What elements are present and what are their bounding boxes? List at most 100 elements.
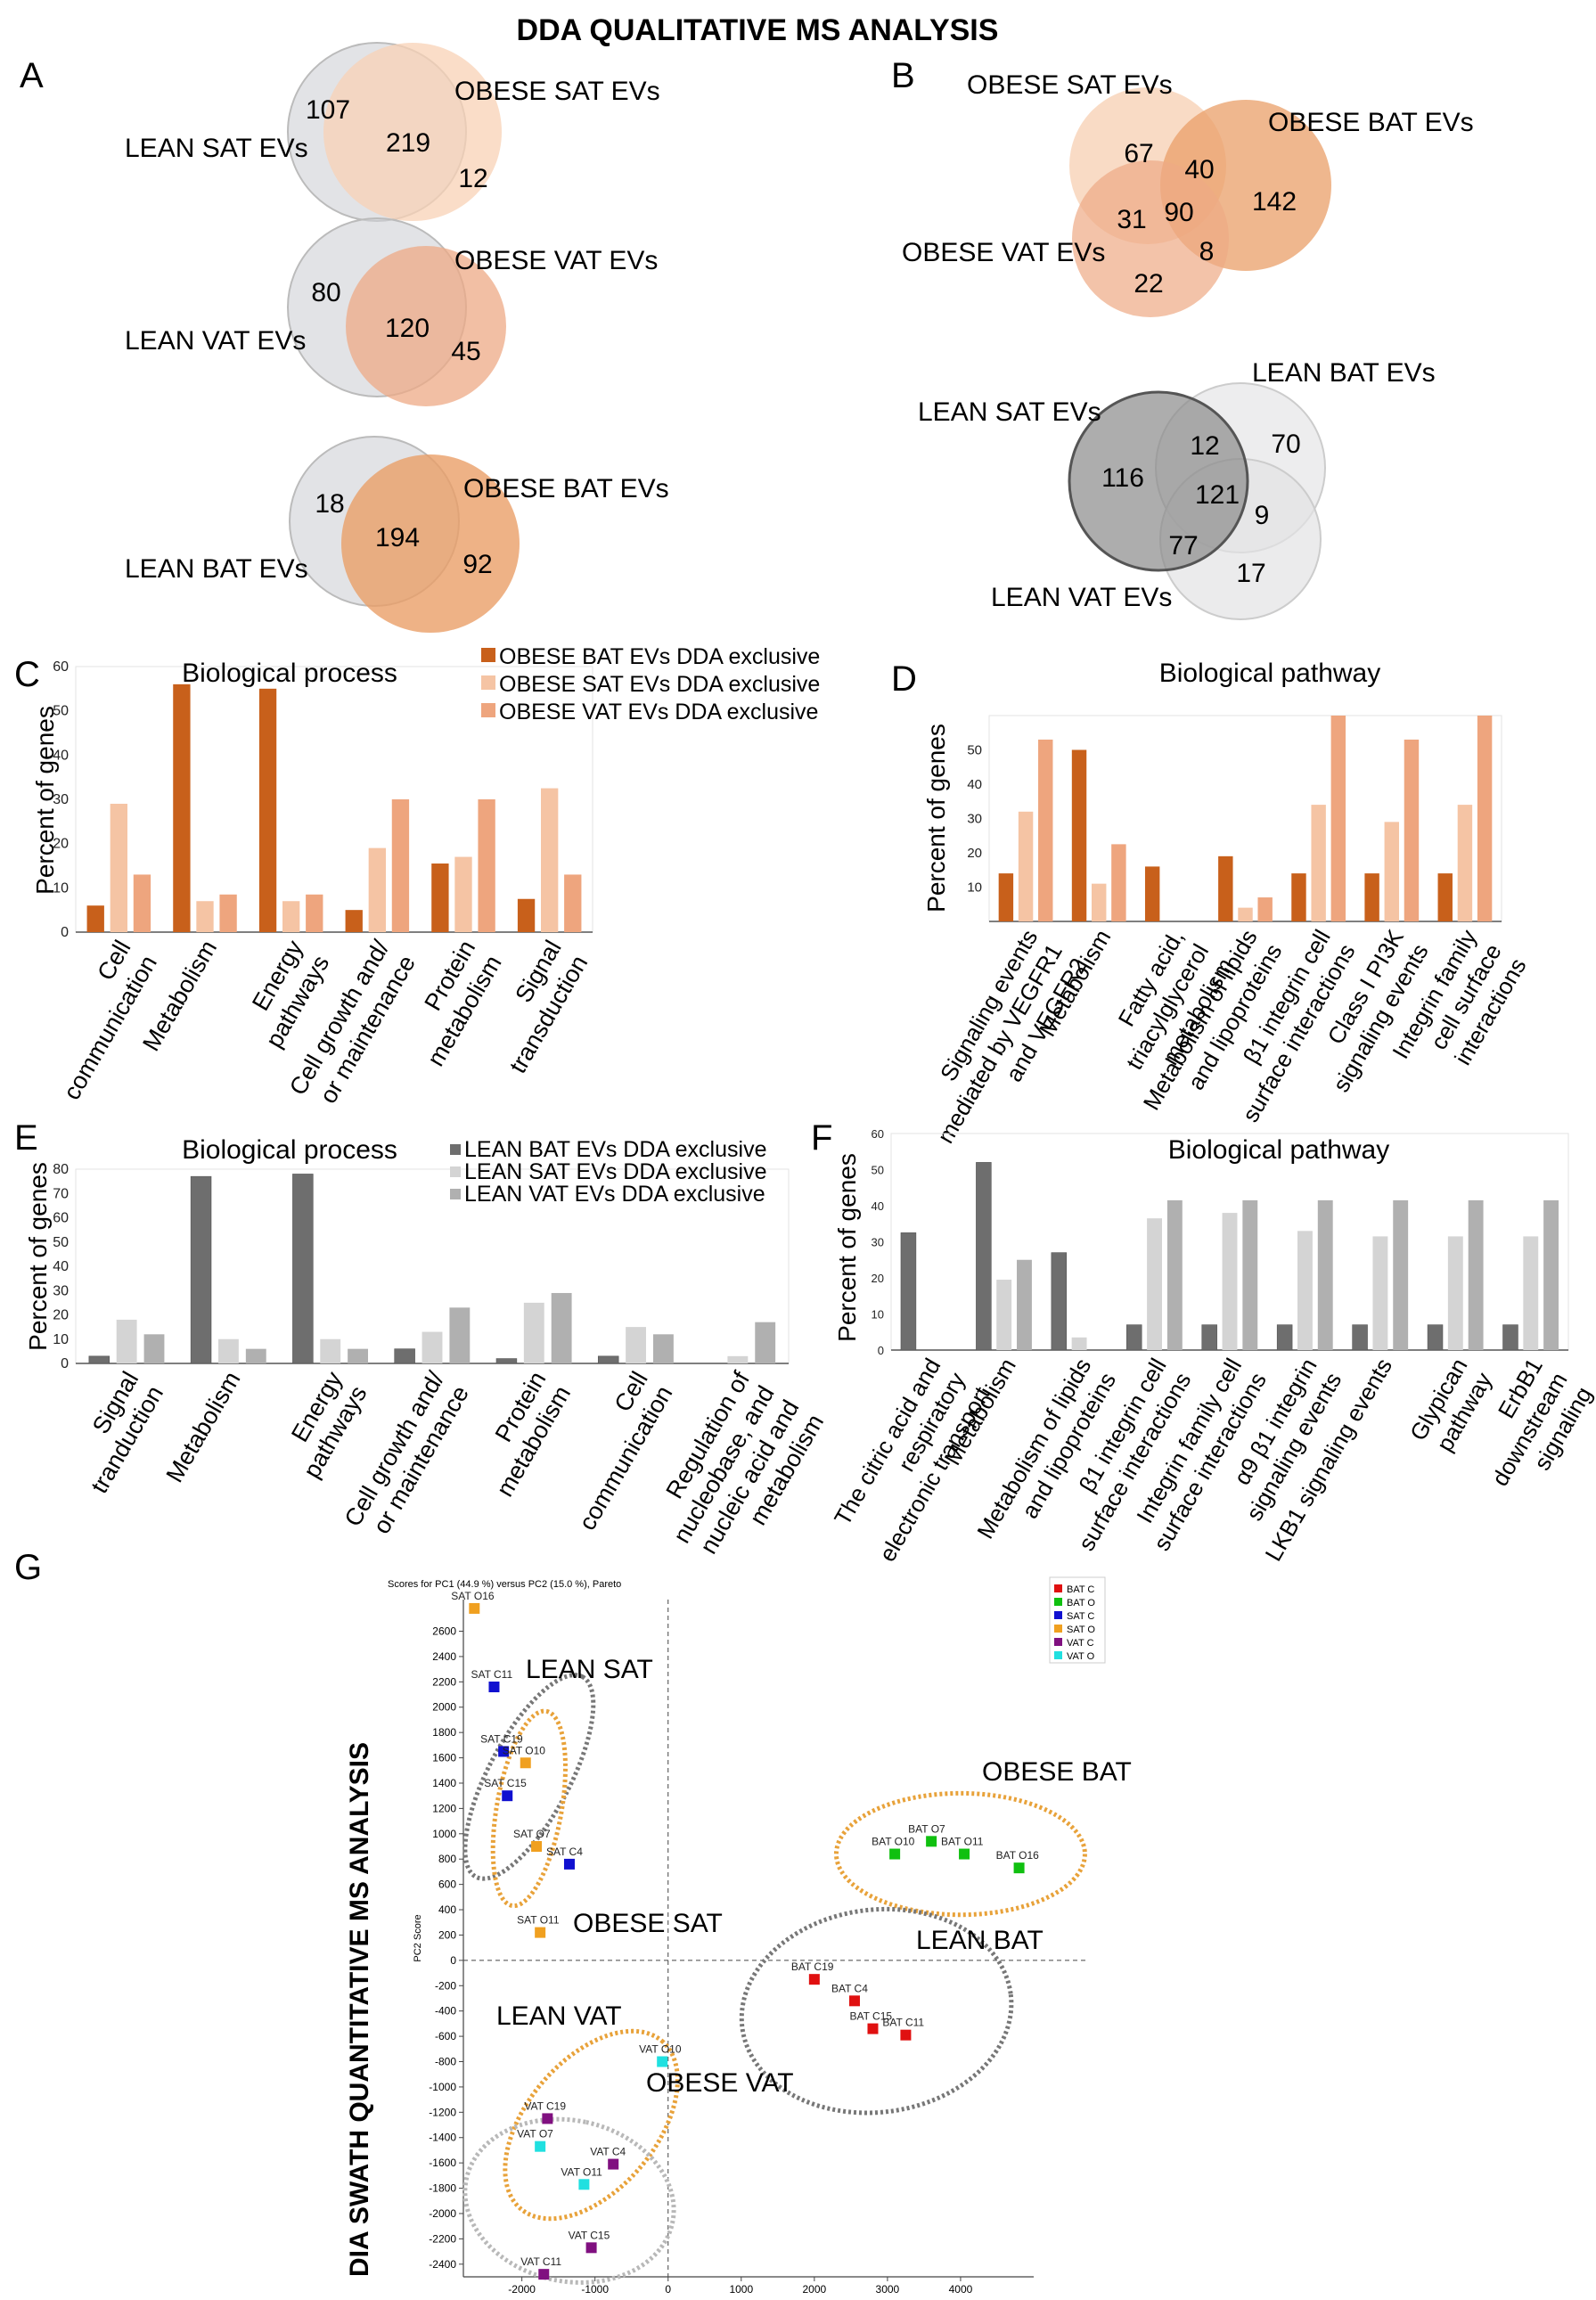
venn-intersection: 219 [386, 128, 430, 158]
venn-intersection: 120 [385, 314, 430, 343]
point-label: VAT C15 [569, 2229, 610, 2241]
point-label: BAT C19 [791, 1960, 834, 1973]
y-tick-label: 600 [438, 1878, 456, 1891]
venn-all: 90 [1164, 198, 1193, 227]
legend-label: VAT O [1067, 1651, 1095, 1662]
scatter-point [502, 1790, 513, 1802]
bar [1276, 1324, 1293, 1351]
x-category-label: Proteinmetabolism [396, 936, 506, 1071]
panel-a-venn-bat: LEAN BAT EVs OBESE BAT EVs 18 194 92 [125, 436, 669, 633]
venn-right-only: 92 [462, 550, 492, 579]
point-label: SAT C19 [480, 1732, 523, 1745]
panel-letter-b: B [891, 56, 915, 95]
scatter-point [535, 2140, 546, 2152]
cluster-ellipse [503, 2028, 680, 2222]
bar [1071, 749, 1087, 921]
point-label: BAT C15 [849, 2010, 892, 2023]
x-category-label: Metabolism [161, 1367, 246, 1487]
venn-sat-only: 116 [1101, 463, 1144, 493]
chart-title: Biological process [182, 1135, 397, 1165]
chart-title: Biological process [182, 659, 397, 688]
bar [1126, 1324, 1142, 1351]
panel-letter-e: E [14, 1118, 38, 1158]
y-tick-label: 70 [53, 1186, 69, 1201]
bar [116, 1319, 137, 1363]
panel-letter-a: A [20, 56, 44, 95]
bar [1018, 811, 1034, 921]
bar [431, 864, 449, 932]
legend-label: BAT O [1067, 1598, 1095, 1608]
x-category-label: Metabolism [137, 936, 222, 1056]
chart-title: Biological pathway [1168, 1135, 1389, 1165]
y-tick-label: 0 [878, 1344, 884, 1357]
panel-c-bar-chart: 0 10 20 30 40 50 60 Biological process Percent o… [31, 644, 820, 1108]
venn-label-vat: OBESE VAT EVs [902, 238, 1105, 267]
bar [1437, 873, 1453, 921]
y-tick-label: 400 [438, 1903, 456, 1916]
legend-label: LEAN VAT EVs DDA exclusive [464, 1182, 765, 1207]
venn-obese-circle [341, 454, 520, 633]
venn-left-only: 80 [311, 278, 340, 307]
legend-swatch [1054, 1598, 1062, 1606]
y-tick-label: 30 [53, 792, 69, 807]
bar [1017, 1259, 1032, 1350]
venn-bat-only: 70 [1271, 430, 1300, 459]
venn-right-label: OBESE VAT EVs [454, 246, 658, 275]
bar [1393, 1199, 1409, 1350]
y-tick-label: -1400 [429, 2132, 456, 2144]
venn-sat-vat: 31 [1117, 205, 1146, 234]
cluster-label: LEAN BAT [916, 1926, 1044, 1955]
y-tick-label: 0 [450, 1954, 456, 1967]
figure-title: DDA QUALITATIVE MS ANALYSIS [517, 13, 999, 47]
bar [1147, 1218, 1162, 1350]
x-category-label: Signaltransduction [478, 936, 593, 1077]
y-axis-label: Percent of genes [31, 706, 59, 895]
x-tick-label: 1000 [729, 2283, 753, 2296]
venn-right-label: OBESE BAT EVs [463, 474, 669, 503]
bar [282, 901, 300, 932]
legend-swatch [1054, 1651, 1062, 1659]
scatter-point [542, 2113, 553, 2124]
bar [1238, 907, 1253, 921]
bar [1092, 883, 1107, 921]
y-tick-label: -2200 [429, 2232, 456, 2245]
side-title: DIA SWATH QUANTITATIVE MS ANALYSIS [345, 1742, 374, 2277]
bar [1384, 822, 1399, 921]
scatter-point [498, 1746, 510, 1757]
legend-swatch [481, 675, 495, 690]
y-tick-label: 2600 [432, 1625, 456, 1638]
y-tick-label: -1600 [429, 2157, 456, 2169]
panel-letter-d: D [891, 659, 917, 699]
venn-vat-only: 22 [1134, 269, 1163, 299]
bar [1038, 739, 1053, 921]
venn-sat-bat: 12 [1190, 431, 1219, 461]
point-label: BAT C11 [882, 2017, 924, 2029]
y-tick-label: -200 [435, 1979, 456, 1992]
x-category-label: Glypicanpathway [1404, 1354, 1497, 1460]
cluster-ellipse [739, 1906, 1014, 2116]
scatter-point [538, 2269, 550, 2280]
y-tick-label: 40 [967, 777, 982, 792]
y-tick-label: 1200 [432, 1802, 456, 1814]
bar [495, 1358, 518, 1364]
y-tick-label: 2400 [432, 1650, 456, 1663]
point-label: VAT O10 [639, 2043, 682, 2056]
scatter-title: Scores for PC1 (44.9 %) versus PC2 (15.0… [388, 1579, 621, 1590]
scatter-point [889, 1848, 901, 1860]
bar [348, 1348, 368, 1363]
bar [564, 874, 582, 932]
bar [1404, 739, 1420, 921]
panel-letter-f: F [811, 1118, 832, 1158]
bar [394, 1348, 415, 1364]
y-tick-label: 1400 [432, 1777, 456, 1789]
y-tick-label: -800 [435, 2056, 456, 2068]
scatter-point [1013, 1862, 1025, 1874]
y-tick-label: 10 [53, 1332, 69, 1347]
bar [900, 1232, 917, 1351]
point-label: VAT C4 [590, 2146, 626, 2158]
x-category-label: Cellcommunication [32, 936, 162, 1104]
venn-right-label: OBESE SAT EVs [454, 77, 660, 106]
bar [1447, 1236, 1463, 1350]
point-label: VAT O7 [517, 2128, 553, 2140]
venn-left-label: LEAN VAT EVs [125, 326, 306, 356]
